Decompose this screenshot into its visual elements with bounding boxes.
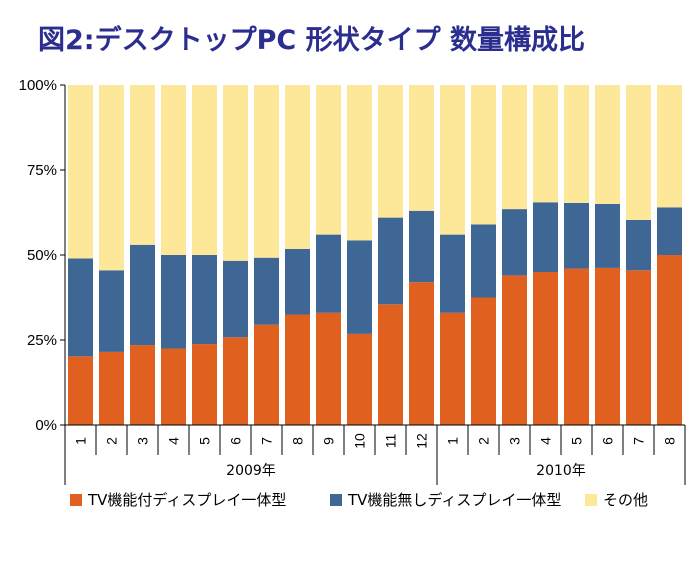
- x-category-label: 5: [569, 437, 585, 445]
- bar-segment-series1-20: [657, 255, 682, 425]
- legend-label: その他: [603, 491, 649, 509]
- bar-segment-series1-1: [68, 356, 93, 425]
- bar-segment-series1-14: [471, 297, 496, 425]
- bar-segment-series2-20: [657, 207, 682, 255]
- x-category-label: 7: [631, 437, 647, 445]
- bar-segment-series3-10: [347, 85, 372, 241]
- x-category-label: 3: [135, 437, 151, 445]
- bar-segment-series2-17: [564, 202, 589, 269]
- x-category-label: 8: [662, 437, 678, 445]
- bar-segment-series2-2: [99, 270, 124, 352]
- x-category-label: 10: [352, 433, 368, 449]
- bar-segment-series2-6: [223, 260, 248, 338]
- bar-segment-series3-9: [316, 85, 341, 235]
- legend-label: TV機能付ディスプレイ一体型: [88, 491, 287, 509]
- bar-segment-series3-3: [130, 85, 155, 245]
- x-category-label: 1: [445, 437, 461, 445]
- y-tick-label: 50%: [27, 247, 57, 264]
- bar-segment-series1-12: [409, 282, 434, 425]
- legend-item: TV機能無しディスプレイ一体型: [330, 489, 561, 510]
- x-category-label: 4: [166, 437, 182, 445]
- bar-segment-series3-11: [378, 85, 403, 218]
- bar-segment-series2-18: [595, 204, 620, 268]
- x-group-label: 2010年: [536, 463, 586, 479]
- x-category-label: 7: [259, 437, 275, 445]
- x-category-label: 11: [383, 434, 399, 449]
- bar-segment-series2-7: [254, 257, 279, 325]
- bar-segment-series3-7: [254, 85, 279, 258]
- bar-segment-series2-16: [533, 202, 558, 272]
- bar-segment-series2-19: [626, 219, 651, 271]
- y-tick-label: 0%: [35, 417, 57, 434]
- x-category-label: 6: [228, 437, 244, 445]
- bar-segment-series2-10: [347, 240, 372, 334]
- chart-title: 図2:デスクトップPC 形状タイプ 数量構成比: [38, 25, 585, 56]
- x-group-label: 2009年: [226, 463, 276, 479]
- x-category-label: 8: [290, 437, 306, 445]
- y-tick-label: 25%: [27, 332, 57, 349]
- y-tick-label: 75%: [27, 162, 57, 179]
- bar-segment-series1-15: [502, 275, 527, 425]
- bar-segment-series3-18: [595, 85, 620, 204]
- bar-segment-series2-8: [285, 248, 310, 315]
- bar-segment-series1-13: [440, 312, 465, 425]
- bar-segment-series1-5: [192, 344, 217, 425]
- bar-segment-series2-12: [409, 210, 434, 283]
- bar-segment-series1-2: [99, 351, 124, 425]
- bar-segment-series1-6: [223, 337, 248, 425]
- legend-item: TV機能付ディスプレイ一体型: [70, 489, 286, 510]
- bar-segment-series1-8: [285, 314, 310, 425]
- x-category-label: 6: [600, 437, 616, 445]
- bar-segment-series2-13: [440, 234, 465, 313]
- bar-segment-series1-19: [626, 270, 651, 425]
- legend-swatch: [585, 493, 597, 506]
- bar-segment-series2-14: [471, 224, 496, 298]
- bar-segment-series3-4: [161, 85, 186, 255]
- bar-segment-series1-17: [564, 268, 589, 425]
- bar-segment-series3-12: [409, 85, 434, 211]
- bar-segment-series3-6: [223, 85, 248, 261]
- bar-segment-series2-3: [130, 244, 155, 346]
- bar-segment-series2-15: [502, 209, 527, 276]
- bar-segment-series1-16: [533, 272, 558, 425]
- stacked-bar-chart: 0%25%50%75%100%1 2 3 4 5 6 7 8 9 10 11 12 1 2 3 4 5 6 7 820…: [19, 77, 686, 485]
- bar-segment-series1-10: [347, 333, 372, 425]
- bar-segment-series2-4: [161, 255, 186, 349]
- bar-segment-series3-14: [471, 85, 496, 225]
- x-category-label: 4: [538, 437, 554, 445]
- bar-segment-series2-5: [192, 255, 217, 345]
- bar-segment-series3-16: [533, 85, 558, 203]
- bar-segment-series1-11: [378, 304, 403, 425]
- legend-item: その他: [585, 489, 648, 510]
- bar-segment-series1-18: [595, 267, 620, 425]
- bar-segment-series1-9: [316, 312, 341, 425]
- bar-segment-series2-9: [316, 234, 341, 313]
- bar-segment-series3-13: [440, 85, 465, 235]
- bar-segment-series3-2: [99, 85, 124, 271]
- bar-segment-series3-15: [502, 85, 527, 210]
- bar-segment-series3-5: [192, 85, 217, 255]
- x-category-label: 12: [414, 433, 430, 449]
- x-category-label: 3: [507, 437, 523, 445]
- bar-segment-series2-11: [378, 217, 403, 305]
- legend-swatch: [70, 493, 82, 506]
- bar-segment-series1-7: [254, 324, 279, 425]
- bar-segment-series1-3: [130, 345, 155, 425]
- bar-segment-series3-8: [285, 85, 310, 249]
- bar-segment-series3-19: [626, 85, 651, 220]
- bar-segment-series3-20: [657, 85, 682, 208]
- bar-segment-series3-1: [68, 85, 93, 259]
- bar-segment-series1-4: [161, 348, 186, 425]
- legend-swatch: [330, 493, 342, 506]
- legend-label: TV機能無しディスプレイ一体型: [348, 491, 562, 509]
- chart-legend: TV機能付ディスプレイ一体型 TV機能無しディスプレイ一体型 その他: [0, 489, 691, 513]
- y-tick-label: 100%: [19, 77, 57, 94]
- bar-segment-series2-1: [68, 258, 93, 357]
- x-category-label: 5: [197, 437, 213, 445]
- bar-segment-series3-17: [564, 85, 589, 203]
- x-category-label: 1: [73, 437, 89, 445]
- x-category-label: 9: [321, 437, 337, 445]
- x-category-label: 2: [476, 437, 492, 445]
- x-category-label: 2: [104, 437, 120, 445]
